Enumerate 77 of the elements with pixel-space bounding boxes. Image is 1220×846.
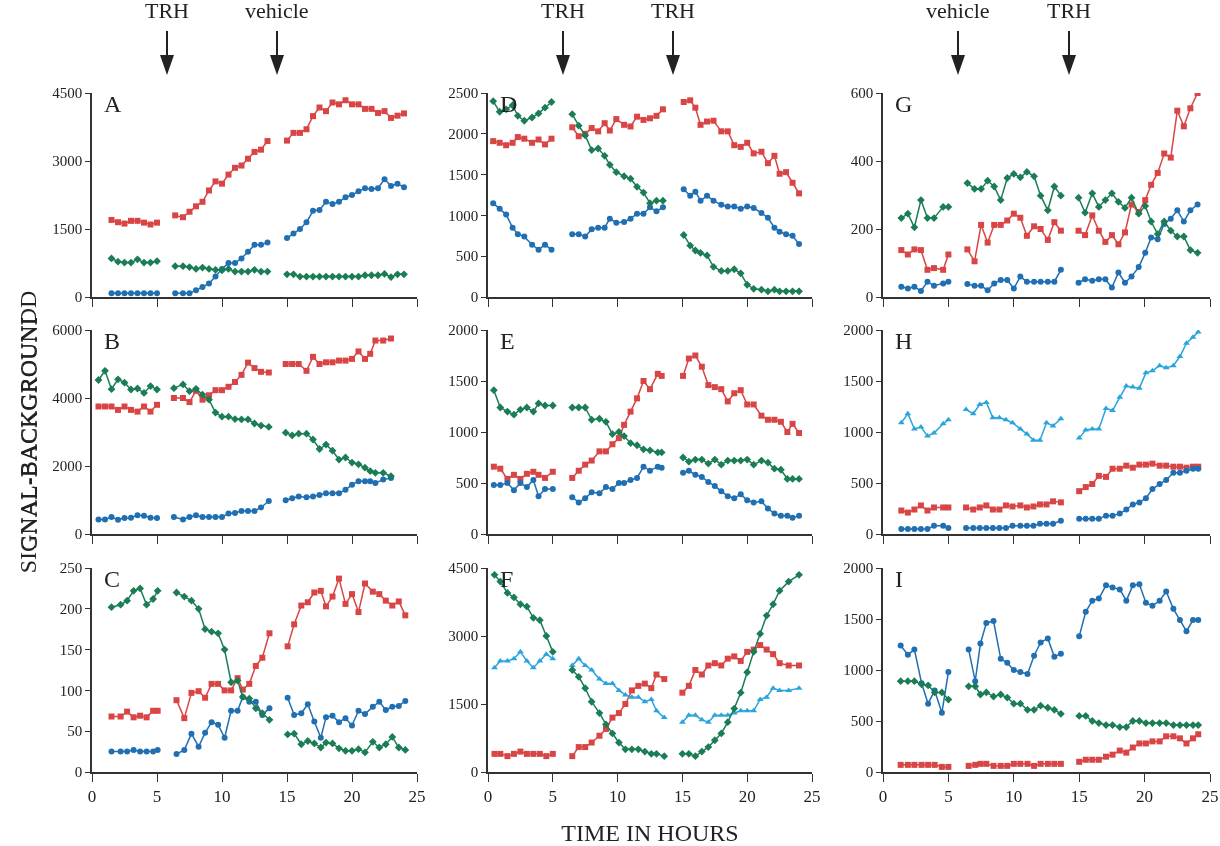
y-tick-label: 0	[865, 764, 874, 781]
y-tick-label: 1500	[448, 166, 479, 183]
x-tick-label: 15	[278, 787, 296, 807]
y-tick-label: 200	[59, 601, 83, 618]
x-tick-label: 0	[878, 787, 888, 807]
y-tick-label: 0	[470, 289, 479, 306]
annotation: B	[104, 328, 121, 354]
y-tick-label: 2000	[448, 126, 479, 143]
y-tick-label: 0	[74, 764, 83, 781]
text: vehicle	[926, 0, 990, 23]
x-tick-label: 20	[343, 787, 361, 807]
y-tick-label: 3000	[448, 628, 479, 645]
text: TRH	[541, 0, 586, 23]
y-tick-label: 500	[455, 248, 479, 265]
y-tick-label: 100	[59, 682, 83, 699]
annotation: C	[104, 566, 121, 592]
y-tick-label: 0	[470, 526, 479, 543]
y-tick-label: 1500	[843, 611, 874, 628]
y-tick-label: 400	[850, 153, 874, 170]
annotation: A	[104, 91, 122, 117]
annotation: G	[895, 91, 913, 117]
x-tick-label: 25	[803, 787, 821, 807]
x-tick-label: 10	[1005, 787, 1023, 807]
y-tick-label: 500	[455, 475, 479, 492]
y-tick-label: 2000	[843, 322, 874, 339]
x-tick-label: 10	[213, 787, 231, 807]
y-tick-label: 1000	[448, 207, 479, 224]
y-tick-label: 0	[74, 526, 83, 543]
y-tick-label: 2000	[843, 560, 874, 577]
annotation: H	[895, 328, 913, 354]
y-tick-label: 250	[59, 560, 83, 577]
annotation: I	[895, 566, 903, 592]
text: TRH	[651, 0, 696, 23]
y-tick-label: 0	[470, 764, 479, 781]
y-tick-label: 4000	[52, 390, 83, 407]
y-tick-label: 150	[59, 641, 83, 658]
x-axis-title: TIME IN HOURS	[561, 820, 739, 846]
y-tick-label: 1500	[448, 696, 479, 713]
y-tick-label: 0	[865, 289, 874, 306]
y-tick-label: 1000	[843, 424, 874, 441]
annotation: E	[500, 328, 515, 354]
x-tick-label: 20	[1136, 787, 1154, 807]
y-tick-label: 2000	[52, 458, 83, 475]
y-tick-label: 6000	[52, 322, 83, 339]
x-tick-label: 25	[1201, 787, 1219, 807]
y-tick-label: 500	[850, 713, 874, 730]
x-tick-label: 10	[609, 787, 627, 807]
y-tick-label: 200	[850, 221, 874, 238]
x-tick-label: 0	[483, 787, 493, 807]
y-tick-label: 0	[74, 289, 83, 306]
x-tick-label: 20	[738, 787, 756, 807]
y-tick-label: 500	[850, 475, 874, 492]
text: TRH	[1047, 0, 1092, 23]
y-tick-label: 50	[67, 723, 83, 740]
x-tick-label: 25	[408, 787, 426, 807]
x-tick-label: 5	[152, 787, 162, 807]
y-tick-label: 2000	[448, 322, 479, 339]
y-tick-label: 1500	[448, 373, 479, 390]
x-tick-label: 5	[548, 787, 558, 807]
y-tick-label: 1500	[52, 221, 83, 238]
text: TRH	[145, 0, 190, 23]
y-tick-label: 0	[865, 526, 874, 543]
x-tick-label: 5	[944, 787, 953, 807]
y-tick-label: 600	[850, 85, 874, 102]
y-tick-label: 4500	[52, 85, 83, 102]
annotation: F	[500, 566, 514, 592]
y-axis-title: SIGNAL-BACKGROUNDD	[14, 290, 42, 574]
y-tick-label: 1000	[448, 424, 479, 441]
y-tick-label: 1500	[843, 373, 874, 390]
y-tick-label: 2500	[448, 85, 479, 102]
x-tick-label: 0	[87, 787, 97, 807]
text: vehicle	[245, 0, 309, 23]
y-tick-label: 3000	[52, 153, 83, 170]
y-tick-label: 4500	[448, 560, 479, 577]
x-tick-label: 15	[1070, 787, 1088, 807]
y-tick-label: 1000	[843, 662, 874, 679]
x-tick-label: 15	[673, 787, 691, 807]
